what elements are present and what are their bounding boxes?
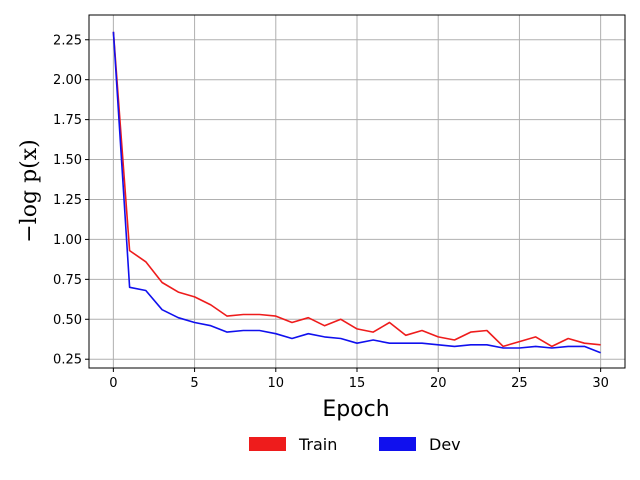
legend-label-dev: Dev	[429, 435, 461, 454]
x-axis-title: Epoch	[322, 397, 389, 422]
y-tick-label: 2.25	[53, 33, 82, 48]
y-tick-label: 1.75	[53, 113, 82, 128]
y-axis-title: −log p(x)	[17, 139, 42, 242]
legend: Train Dev	[249, 435, 461, 454]
y-axis: 0.25 0.50 0.75 1.00 1.25 1.50 1.75 2.00 2.25	[53, 33, 89, 368]
x-axis: 0 5 10 15 20 25 30	[109, 368, 609, 391]
x-tick-label: 5	[190, 376, 198, 391]
x-tick-label: 0	[109, 376, 117, 391]
y-tick-label: 2.00	[53, 73, 82, 88]
series-line-dev	[112, 31, 601, 354]
x-tick-label: 10	[268, 376, 285, 391]
legend-swatch-train	[249, 437, 286, 451]
series-lines	[112, 31, 601, 354]
grid	[89, 15, 625, 368]
y-tick-label: 1.00	[53, 233, 82, 248]
y-tick-label: 0.75	[53, 273, 82, 288]
x-tick-label: 15	[349, 376, 366, 391]
x-tick-label: 25	[511, 376, 528, 391]
y-tick-label: 0.25	[53, 353, 82, 368]
legend-label-train: Train	[298, 435, 337, 454]
x-tick-label: 20	[430, 376, 447, 391]
y-tick-label: 0.50	[53, 313, 82, 328]
legend-swatch-dev	[379, 437, 416, 451]
y-tick-label: 1.50	[53, 153, 82, 168]
series-line-train	[112, 31, 601, 348]
y-tick-label: 1.25	[53, 193, 82, 208]
x-tick-label: 30	[592, 376, 609, 391]
